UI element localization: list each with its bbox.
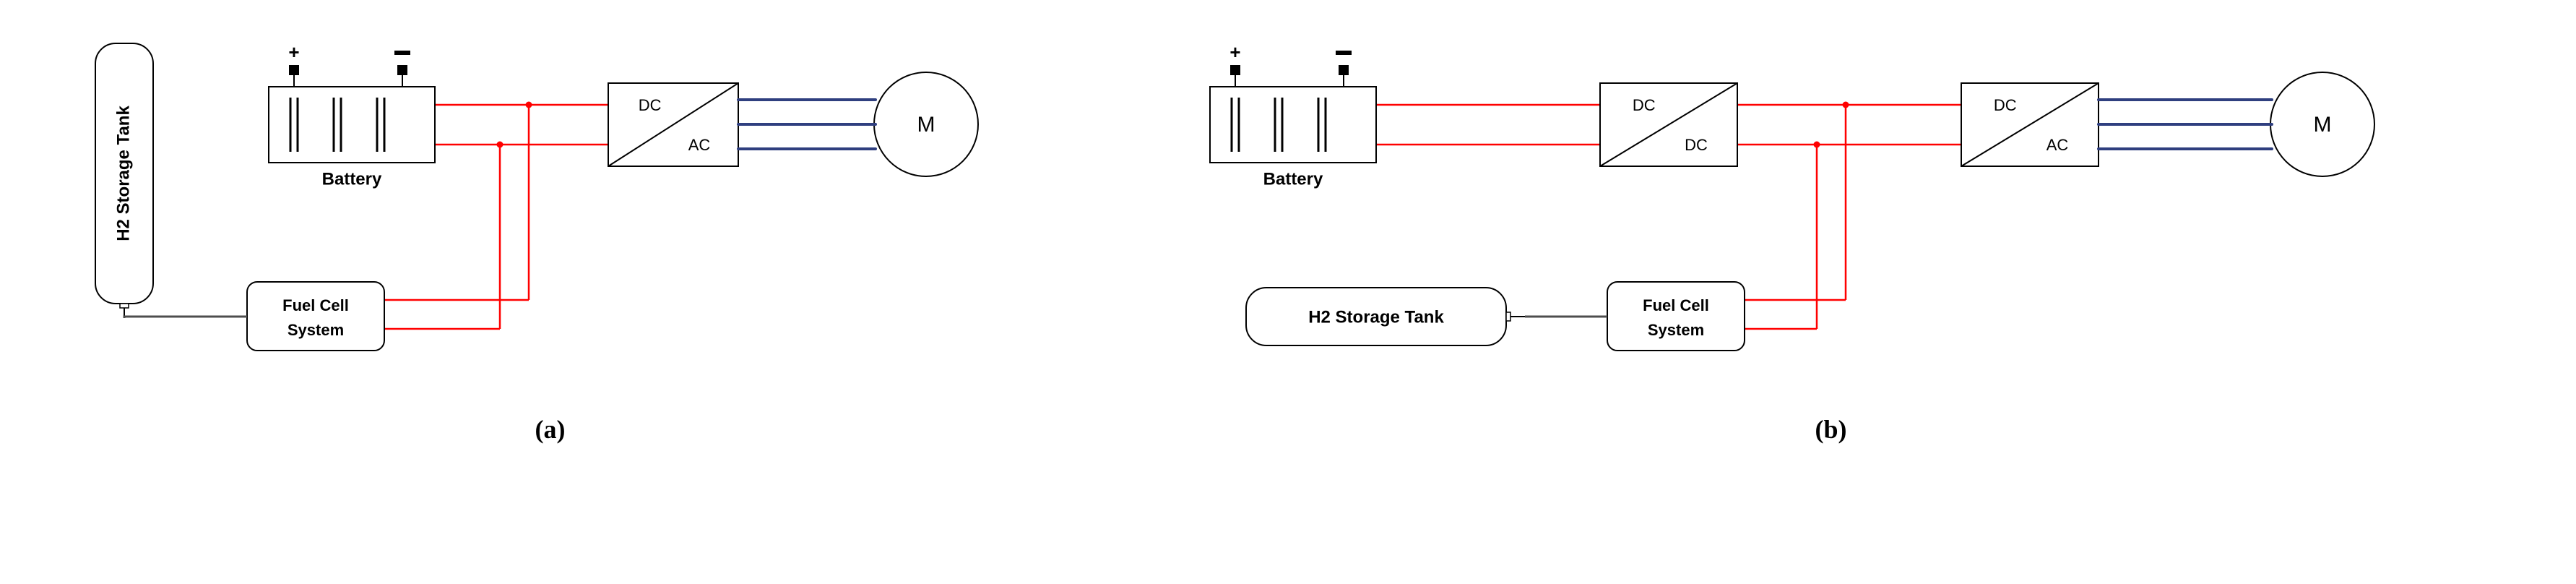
svg-text:AC: AC [688,136,710,154]
fuel-cell-system [1607,282,1745,351]
svg-text:M: M [2313,113,2331,137]
minus-icon [1336,51,1352,55]
svg-text:DC: DC [1993,96,2016,114]
caption-b: (b) [1152,414,2510,445]
plus-icon: + [288,41,299,63]
svg-text:Fuel Cell: Fuel Cell [282,296,349,314]
battery-label: Battery [321,169,381,189]
caption-a: (a) [66,414,1034,445]
minus-icon [394,51,410,55]
svg-text:M: M [917,113,935,137]
battery-box [1210,87,1376,163]
svg-text:AC: AC [2046,136,2068,154]
h2-tank-label: H2 Storage Tank [113,106,133,241]
svg-text:System: System [1647,321,1703,339]
svg-text:Fuel Cell: Fuel Cell [1643,296,1709,314]
svg-text:DC: DC [638,96,661,114]
diagram-b: + Battery DC DC DC AC M Fuel Cell System H2 Stora… [1152,14,2510,405]
battery-label: Battery [1263,169,1323,189]
svg-text:DC: DC [1632,96,1655,114]
plus-icon: + [1229,41,1240,63]
battery-box [269,87,435,163]
panel-b: + Battery DC DC DC AC M Fuel Cell System H2 Stora… [1152,14,2510,445]
svg-text:DC: DC [1685,136,1708,154]
h2-line [124,317,247,318]
diagram-a: H2 Storage Tank + Battery DC AC M Fuel Cell Sys… [66,14,1034,405]
fuel-cell-system [247,282,384,351]
svg-text:System: System [287,321,343,339]
h2-tank-label: H2 Storage Tank [1308,307,1444,327]
panel-a: H2 Storage Tank + Battery DC AC M Fuel Cell Sys… [66,14,1034,445]
